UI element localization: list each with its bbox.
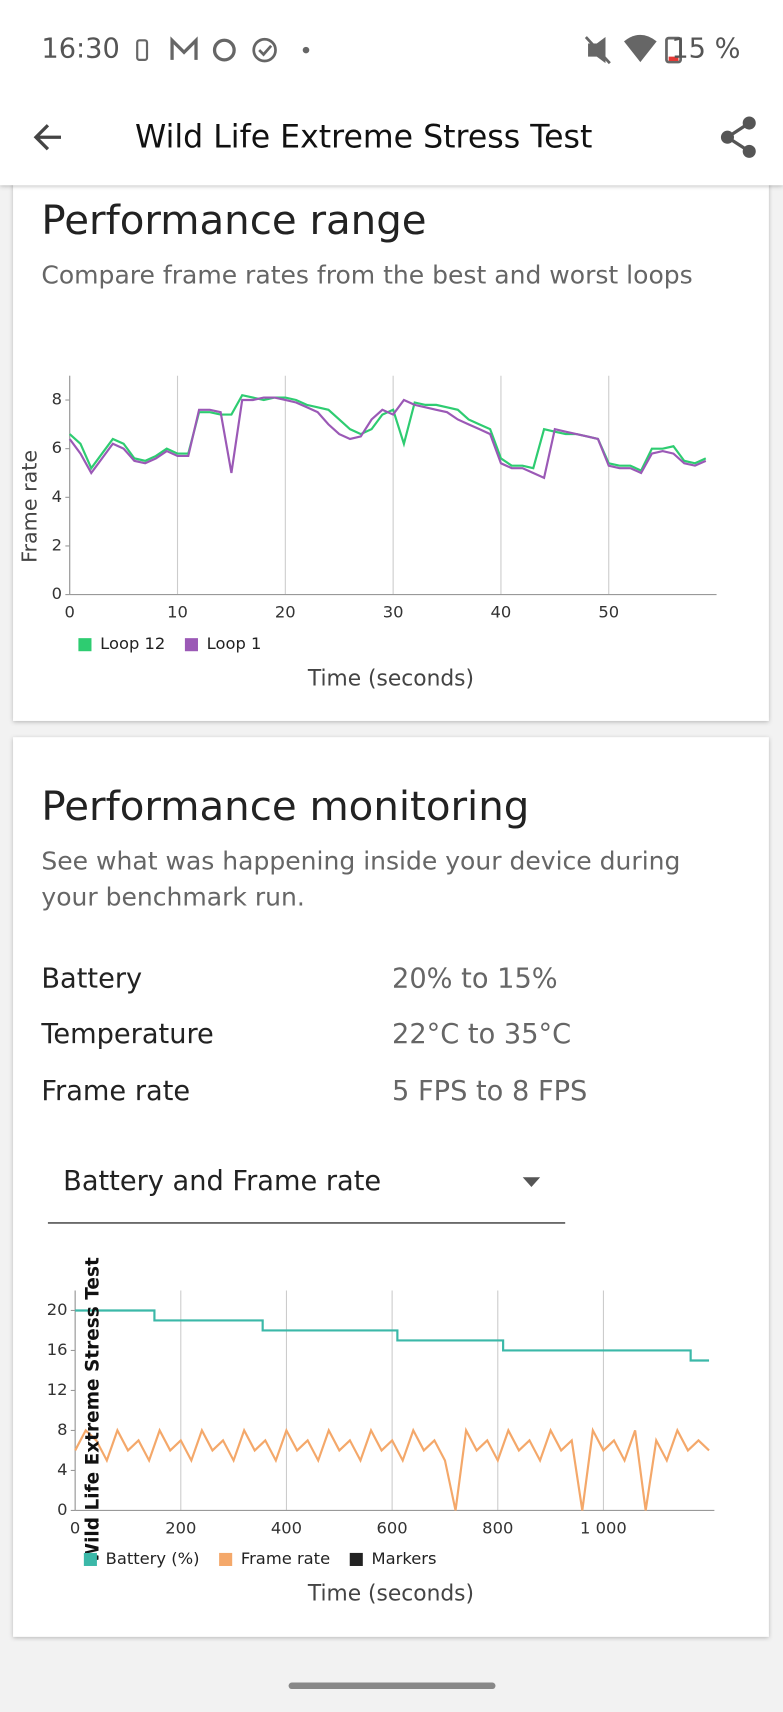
- status-icons: [136, 34, 682, 65]
- legend-label: Markers: [372, 1549, 437, 1568]
- y-tick-label: 16: [47, 1340, 68, 1359]
- y-tick-label: 20: [47, 1300, 68, 1319]
- y-tick-label: 2: [52, 535, 62, 554]
- legend-swatch: [78, 638, 92, 652]
- y-tick-label: 4: [57, 1460, 67, 1479]
- y-axis-label: Wild Life Extreme Stress Test: [83, 1257, 104, 1563]
- y-tick-label: 12: [47, 1380, 68, 1399]
- x-tick-label: 50: [598, 603, 619, 622]
- legend-swatch: [219, 1552, 233, 1566]
- x-tick-label: 30: [383, 603, 404, 622]
- status-time: 16:30: [41, 34, 119, 65]
- x-tick-label: 10: [167, 603, 188, 622]
- x-axis-label: Time (seconds): [307, 667, 474, 692]
- stat-value: 20% to 15%: [392, 964, 558, 995]
- y-tick-label: 8: [52, 390, 62, 409]
- stat-label: Temperature: [40, 1019, 213, 1050]
- app-title: Wild Life Extreme Stress Test: [135, 119, 592, 155]
- card-subtitle: Compare frame rates from the best and wo…: [41, 261, 692, 290]
- stat-label: Frame rate: [41, 1076, 190, 1107]
- card-subtitle: your benchmark run.: [41, 882, 304, 911]
- y-tick-label: 0: [57, 1500, 67, 1519]
- y-tick-label: 8: [57, 1420, 67, 1439]
- x-tick-label: 40: [491, 603, 512, 622]
- y-tick-label: 6: [52, 438, 62, 457]
- x-tick-label: 600: [377, 1518, 408, 1537]
- x-tick-label: 0: [65, 603, 75, 622]
- y-axis-label: Frame rate: [17, 450, 41, 563]
- dropdown[interactable]: Battery and Frame rate: [47, 1166, 566, 1224]
- legend-label: Loop 1: [207, 634, 262, 653]
- nav-handle: [288, 1682, 496, 1690]
- card-title: Performance monitoring: [41, 783, 529, 830]
- legend-label: Loop 12: [100, 634, 165, 653]
- x-tick-label: 200: [165, 1518, 196, 1537]
- x-tick-label: 0: [70, 1518, 80, 1537]
- legend-swatch: [83, 1552, 97, 1566]
- x-tick-label: 800: [482, 1518, 513, 1537]
- legend-label: Frame rate: [241, 1549, 330, 1568]
- series-line: [75, 1309, 710, 1362]
- stat-value: 22°C to 35°C: [392, 1019, 571, 1050]
- range-card: [13, 174, 769, 721]
- card-title: Performance range: [41, 197, 426, 244]
- stat-value: 5 FPS to 8 FPS: [392, 1076, 587, 1107]
- series-line: [68, 396, 707, 480]
- x-tick-label: 400: [271, 1518, 302, 1537]
- stat-label: Battery: [41, 964, 142, 995]
- y-tick-label: 0: [52, 584, 62, 603]
- y-tick-label: 4: [52, 487, 62, 506]
- legend-swatch: [184, 638, 198, 652]
- legend-label: Battery (%): [106, 1549, 200, 1568]
- header: [0, 0, 783, 186]
- x-tick-label: 1 000: [580, 1518, 627, 1537]
- dropdown-text: Battery and Frame rate: [63, 1166, 381, 1197]
- status-battery: 15 %: [671, 34, 740, 65]
- legend-swatch: [349, 1552, 363, 1566]
- back-button[interactable]: [33, 124, 61, 151]
- series-line: [74, 1426, 710, 1511]
- x-axis-label: Time (seconds): [307, 1581, 474, 1606]
- share-button[interactable]: [720, 116, 756, 158]
- card-subtitle: See what was happening inside your devic…: [41, 846, 680, 875]
- dropdown-arrow: [522, 1177, 541, 1188]
- x-tick-label: 20: [275, 603, 296, 622]
